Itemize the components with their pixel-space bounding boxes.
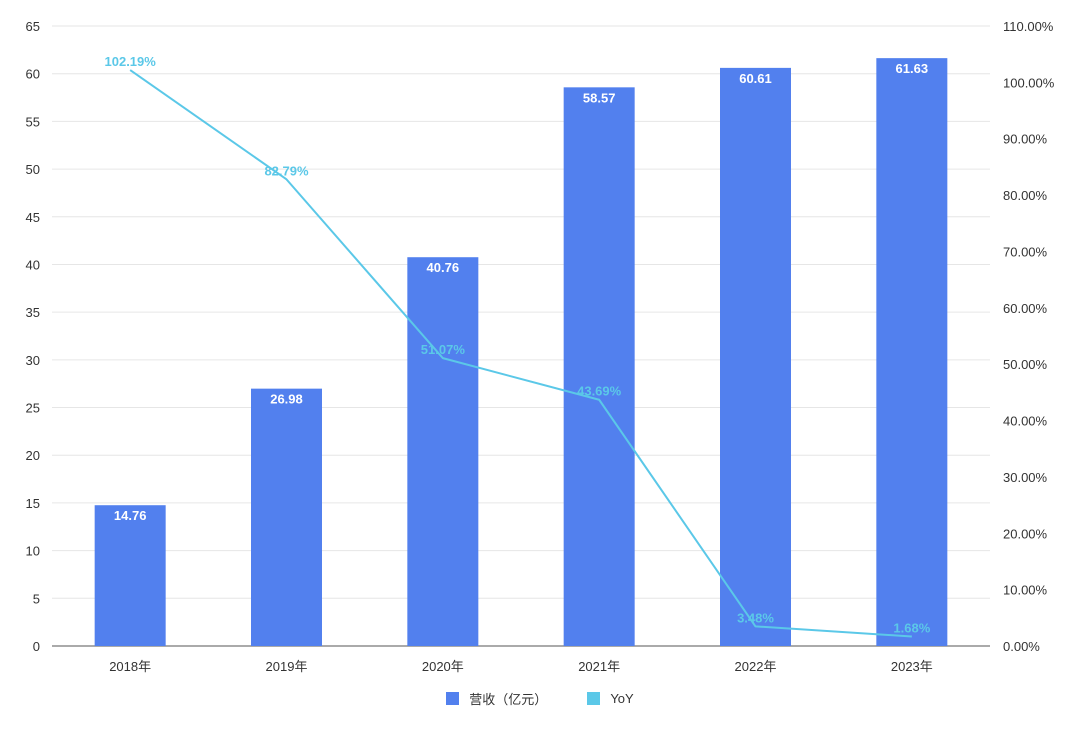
- left-axis-tick-label: 55: [26, 114, 40, 129]
- yoy-line-series: [129, 69, 912, 638]
- x-axis-tick-label: 2020年: [422, 659, 464, 674]
- right-axis-tick-label: 10.00%: [1003, 583, 1048, 598]
- revenue-bar[interactable]: [563, 87, 635, 647]
- right-axis-ticks: 0.00% 10.00% 20.00% 30.00% 40.00% 50.00% 60.00…: [1003, 19, 1055, 654]
- right-axis-tick-label: 20.00%: [1003, 526, 1048, 541]
- yoy-line-labels: 102.19% 82.79% 51.07% 43.69% 3.48% 1.68%: [105, 54, 931, 636]
- revenue-bar-value-label: 14.76: [114, 508, 147, 523]
- yoy-line[interactable]: [129, 69, 912, 638]
- left-axis-tick-label: 25: [26, 401, 40, 416]
- revenue-bar-value-label: 60.61: [739, 71, 772, 86]
- revenue-bar-value-label: 26.98: [270, 392, 303, 407]
- left-axis-tick-label: 10: [26, 544, 40, 559]
- legend-item-yoy[interactable]: YoY: [587, 690, 634, 706]
- left-axis-tick-label: 65: [26, 19, 40, 34]
- left-axis-tick-label: 35: [26, 305, 40, 320]
- left-axis-tick-label: 15: [26, 496, 40, 511]
- yoy-value-label: 51.07%: [421, 342, 466, 357]
- revenue-bar[interactable]: [94, 505, 166, 646]
- x-axis-tick-label: 2023年: [891, 659, 933, 674]
- revenue-bar[interactable]: [251, 388, 322, 646]
- right-axis-tick-label: 90.00%: [1003, 132, 1048, 147]
- revenue-bar-labels: 14.76 26.98 40.76 58.57 60.61 61.63: [114, 61, 928, 523]
- right-axis-tick-label: 0.00%: [1003, 639, 1040, 654]
- right-axis-tick-label: 60.00%: [1003, 301, 1048, 316]
- left-axis-tick-label: 5: [33, 591, 40, 606]
- x-axis-tick-label: 2021年: [578, 659, 620, 674]
- legend-swatch-revenue: [446, 691, 460, 705]
- revenue-bar-value-label: 58.57: [583, 90, 616, 105]
- right-axis-tick-label: 30.00%: [1003, 470, 1048, 485]
- legend-swatch-yoy: [587, 691, 601, 705]
- right-axis-tick-label: 40.00%: [1003, 414, 1048, 429]
- x-axis-tick-label: 2019年: [266, 659, 308, 674]
- yoy-value-label: 82.79%: [264, 163, 309, 178]
- legend-item-revenue[interactable]: 营收（亿元）: [446, 689, 547, 708]
- x-axis-ticks: 2018年 2019年 2020年 2021年 2022年 2023年: [109, 659, 933, 674]
- revenue-bar-value-label: 61.63: [896, 61, 929, 76]
- left-axis-tick-label: 0: [33, 639, 40, 654]
- revenue-bar[interactable]: [876, 58, 948, 647]
- revenue-bar[interactable]: [720, 67, 791, 647]
- yoy-value-label: 1.68%: [893, 621, 930, 636]
- right-axis-tick-label: 110.00%: [1003, 19, 1054, 34]
- left-axis-tick-label: 20: [26, 448, 40, 463]
- right-axis-tick-label: 70.00%: [1003, 244, 1048, 259]
- legend-label-yoy: YoY: [610, 690, 634, 706]
- revenue-bars: [94, 58, 948, 647]
- revenue-bar-value-label: 40.76: [427, 260, 460, 275]
- left-axis-tick-label: 30: [26, 353, 40, 368]
- x-axis-tick-label: 2022年: [735, 659, 777, 674]
- yoy-value-label: 43.69%: [577, 384, 622, 399]
- legend: 营收（亿元） YoY: [0, 688, 1080, 708]
- x-axis-tick-label: 2018年: [109, 659, 151, 674]
- right-axis-tick-label: 100.00%: [1003, 75, 1055, 90]
- right-axis-tick-label: 50.00%: [1003, 357, 1048, 372]
- left-axis-tick-label: 45: [26, 210, 40, 225]
- gridlines: [52, 25, 990, 647]
- left-axis-tick-label: 40: [26, 257, 40, 272]
- left-axis-ticks: 0 5 10 15 20 25 30 35 40 45 50 55 60 65: [26, 19, 40, 654]
- revenue-bar[interactable]: [407, 257, 479, 646]
- yoy-value-label: 102.19%: [105, 54, 157, 69]
- legend-label-revenue: 营收（亿元）: [469, 691, 548, 707]
- left-axis-tick-label: 50: [26, 162, 40, 177]
- left-axis-tick-label: 60: [26, 67, 40, 82]
- yoy-value-label: 3.48%: [737, 610, 774, 625]
- right-axis-tick-label: 80.00%: [1003, 188, 1048, 203]
